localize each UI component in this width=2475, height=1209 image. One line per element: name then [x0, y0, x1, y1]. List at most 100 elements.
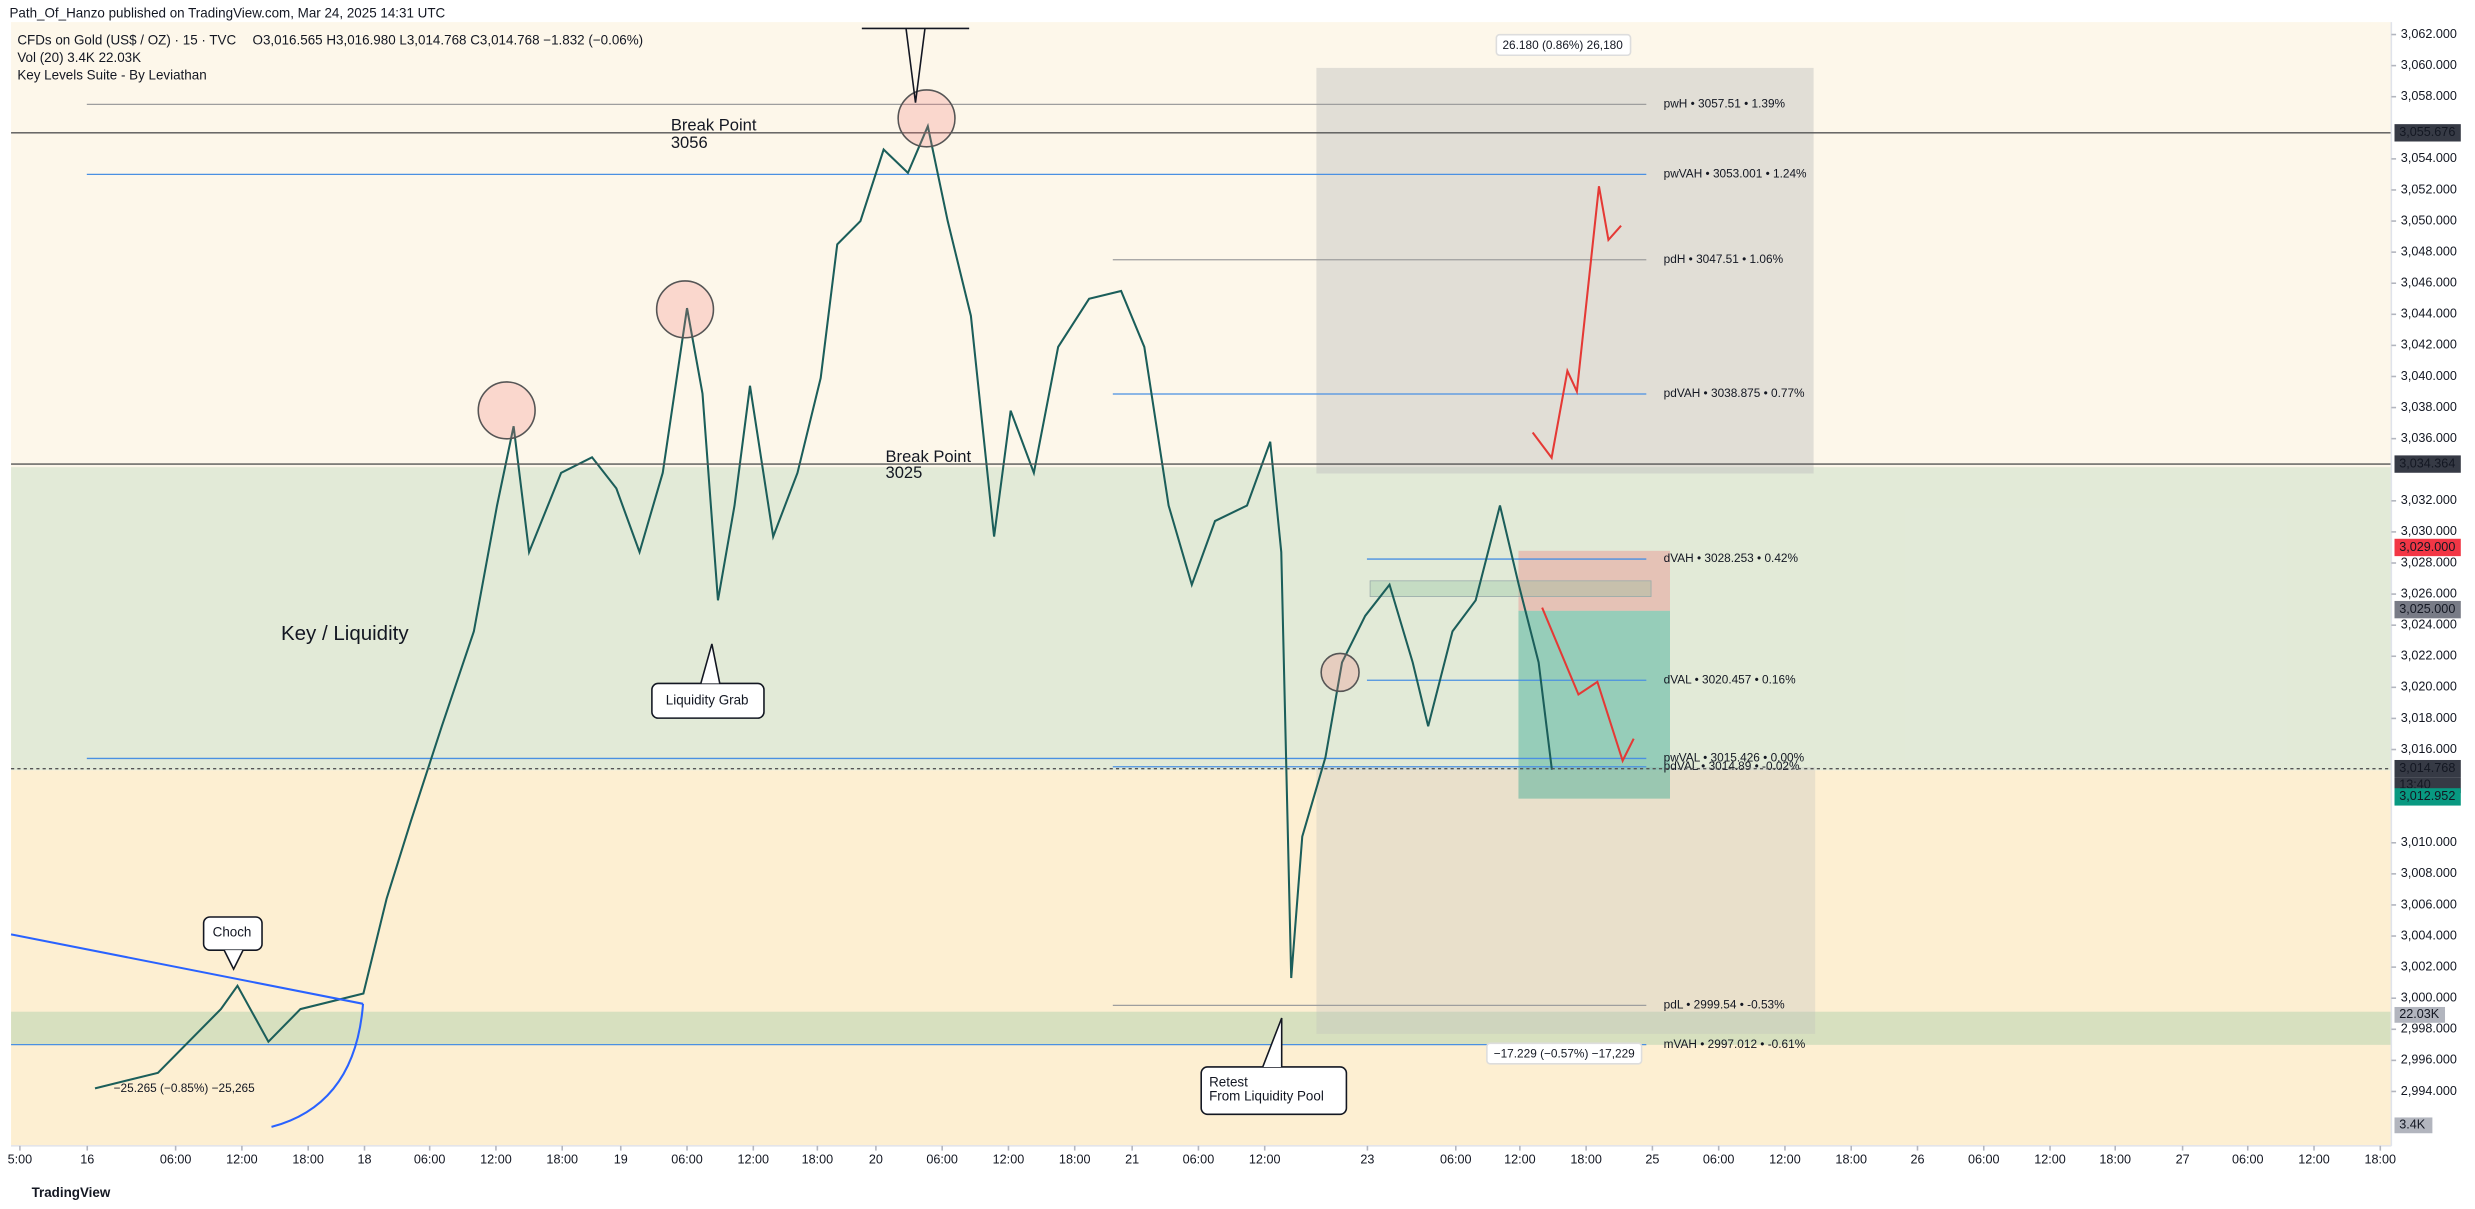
- volume-label: 22.03K: [2399, 1007, 2440, 1021]
- price-badge-label: 3,034.364: [2399, 456, 2455, 470]
- volume-label: 3.4K: [2399, 1118, 2426, 1132]
- drawings: [10, 27, 1643, 1128]
- x-tick-label: 12:00: [1504, 1152, 1536, 1166]
- annotation: Liquidity Grab: [666, 692, 749, 707]
- x-tick-label: 12:00: [738, 1152, 770, 1166]
- x-tick-label: 06:00: [1183, 1152, 1215, 1166]
- price-badge-label: 3,012.952: [2399, 789, 2455, 803]
- y-tick-label: 3,020.000: [2401, 680, 2457, 694]
- circle: [477, 381, 536, 440]
- x-tick-label: 12:00: [2298, 1152, 2330, 1166]
- level-label: pdVAL • 3014.89 • -0.02%: [1664, 759, 1800, 773]
- measure-label-bg: [1495, 33, 1632, 57]
- y-tick-label: 3,018.000: [2401, 711, 2457, 725]
- circle: [1320, 652, 1360, 693]
- y-tick-label: 3,038.000: [2401, 400, 2457, 414]
- circle: [897, 89, 956, 148]
- x-tick-label: 12:00: [226, 1152, 258, 1166]
- price-line: [94, 122, 1553, 1090]
- y-tick-label: 3,006.000: [2401, 897, 2457, 911]
- circle: [655, 280, 715, 339]
- y-tick-label: 2,996.000: [2401, 1053, 2457, 1067]
- footer: TradingView: [32, 1185, 111, 1200]
- y-tick-label: 3,022.000: [2401, 649, 2457, 663]
- y-tick-label: 3,000.000: [2401, 991, 2457, 1005]
- key-zone: [11, 467, 2392, 771]
- x-tick-label: 19: [614, 1152, 628, 1166]
- x-tick-label: 21: [1125, 1152, 1139, 1166]
- x-tick-label: 12:00: [480, 1152, 512, 1166]
- x-tick-label: 06:00: [414, 1152, 446, 1166]
- callout-pointer: [1262, 1017, 1283, 1068]
- x-tick-label: 20: [869, 1152, 883, 1166]
- y-tick-label: 3,044.000: [2401, 307, 2457, 321]
- volume-badge: [2394, 1117, 2433, 1134]
- x-tick-label: 06:00: [671, 1152, 703, 1166]
- arrow-down: [1541, 607, 1635, 764]
- price-badge-label: 3,014.768: [2399, 761, 2455, 775]
- publisher: Path_Of_Hanzo published on TradingView.c…: [9, 6, 445, 21]
- x-tick-label: 18:00: [1835, 1152, 1867, 1166]
- x-tick-label: 18:00: [2099, 1152, 2131, 1166]
- y-tick-label: 3,050.000: [2401, 213, 2457, 227]
- x-tick-label: 12:00: [993, 1152, 1025, 1166]
- y-tick-label: 3,054.000: [2401, 151, 2457, 165]
- target-box: [1518, 610, 1670, 799]
- measure-label: −25.265 (−0.85%) −25,265: [114, 1081, 255, 1095]
- y-tick-label: 3,036.000: [2401, 431, 2457, 445]
- measure-box-down: [1316, 767, 1816, 1034]
- trendline: [10, 933, 364, 1005]
- annotation: Choch: [213, 924, 252, 939]
- small-zone: [1369, 580, 1652, 598]
- indicator: Key Levels Suite - By Leviathan: [17, 67, 206, 82]
- x-tick-label: 06:00: [160, 1152, 192, 1166]
- curve: [271, 1003, 365, 1128]
- countdown: 13:40: [2399, 778, 2431, 792]
- annotation: Break Point: [671, 116, 757, 135]
- y-tick-label: 2,998.000: [2401, 1022, 2457, 1036]
- ohlc: O3,016.565 H3,016.980 L3,014.768 C3,014.…: [253, 33, 644, 48]
- y-tick-label: 3,058.000: [2401, 89, 2457, 103]
- y-tick-label: 3,024.000: [2401, 617, 2457, 631]
- y-tick-label: 2,994.000: [2401, 1084, 2457, 1098]
- level-label: pwVAL • 3015.426 • 0.00%: [1664, 751, 1805, 765]
- y-tick-label: 3,010.000: [2401, 835, 2457, 849]
- y-tick-label: 3,042.000: [2401, 338, 2457, 352]
- price-badge: [2394, 538, 2461, 557]
- x-tick-label: 18:00: [802, 1152, 834, 1166]
- y-tick-label: 3,060.000: [2401, 58, 2457, 72]
- measure-box-up: [1316, 67, 1814, 474]
- level-label: pdH • 3047.51 • 1.06%: [1664, 252, 1784, 266]
- x-tick-label: 18:00: [1570, 1152, 1602, 1166]
- annotation: From Liquidity Pool: [1209, 1088, 1324, 1103]
- callout-pointer: [223, 949, 244, 971]
- callout-pointer: [700, 643, 721, 684]
- y-tick-label: 3,046.000: [2401, 276, 2457, 290]
- plot-bg-upper: [11, 22, 2392, 771]
- x-tick-label: 18:00: [2365, 1152, 2397, 1166]
- y-tick-label: 3,048.000: [2401, 244, 2457, 258]
- y-tick-label: 3,026.000: [2401, 586, 2457, 600]
- y-tick-label: 3,052.000: [2401, 182, 2457, 196]
- x-tick-label: 18: [357, 1152, 371, 1166]
- measure-label-bg: [1486, 1042, 1643, 1065]
- price-badge-label: 3,025.000: [2399, 602, 2455, 616]
- y-tick-label: 3,008.000: [2401, 866, 2457, 880]
- x-tick-label: 12:00: [1249, 1152, 1281, 1166]
- x-tick-label: 06:00: [1968, 1152, 2000, 1166]
- layer: pwH • 3057.51 • 1.39% pwVAH • 3053.001 • …: [11, 96, 2392, 1090]
- arrow-up: [1531, 186, 1622, 461]
- y-tick-label: 3,030.000: [2401, 524, 2457, 538]
- x-tick-label: 23: [1360, 1152, 1374, 1166]
- price-badge: [2394, 124, 2461, 142]
- x-tick-label: 5:00: [8, 1152, 33, 1166]
- y-tick-label: 3,016.000: [2401, 742, 2457, 756]
- measure-label: 26.180 (0.86%) 26,180: [1502, 38, 1623, 52]
- measure-label: −17.229 (−0.57%) −17,229: [1494, 1046, 1635, 1060]
- y-tick-label: 3,062.000: [2401, 27, 2457, 41]
- level-label: pdL • 2999.54 • -0.53%: [1664, 997, 1785, 1011]
- annotation: 3025: [886, 463, 923, 482]
- level-label: pwVAH • 3053.001 • 1.24%: [1664, 167, 1807, 181]
